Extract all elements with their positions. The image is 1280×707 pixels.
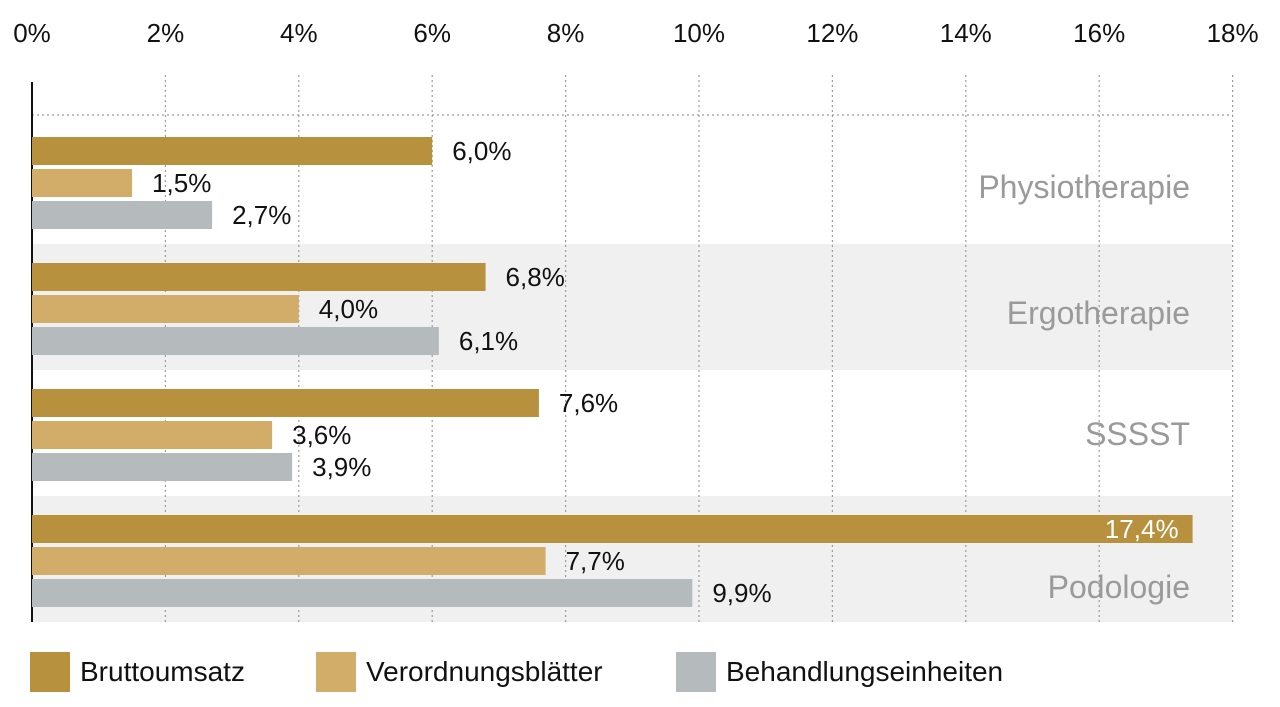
- data-label: 6,8%: [506, 262, 565, 292]
- bar: [32, 201, 213, 229]
- bar: [32, 295, 299, 323]
- data-label: 3,9%: [312, 452, 371, 482]
- bar: [32, 389, 539, 417]
- bar: [32, 515, 1193, 543]
- legend-item-verordnungsblaetter: Verordnungsblätter: [316, 652, 603, 692]
- legend-swatch: [30, 652, 70, 692]
- legend: Bruttoumsatz Verordnungsblätter Behandlu…: [30, 652, 1250, 692]
- bar-chart: 0% 2% 4% 6% 8% 10% 12% 14% 16% 18% 6,0% 1,5% 2,7% Phy…: [13, 18, 1259, 622]
- category-label: Ergotherapie: [1007, 295, 1190, 331]
- bar: [32, 263, 486, 291]
- category-label: SSSST: [1085, 416, 1190, 452]
- legend-swatch: [676, 652, 716, 692]
- data-label: 3,6%: [292, 420, 351, 450]
- data-label: 1,5%: [152, 168, 211, 198]
- data-label: 7,6%: [559, 388, 618, 418]
- data-label: 6,0%: [452, 136, 511, 166]
- x-tick-label: 12%: [806, 18, 858, 48]
- category-label: Physiotherapie: [978, 169, 1190, 205]
- legend-label: Verordnungsblätter: [366, 656, 603, 687]
- legend-swatch: [316, 652, 356, 692]
- bar: [32, 137, 433, 165]
- data-label: 6,1%: [459, 326, 518, 356]
- data-label: 7,7%: [566, 546, 625, 576]
- bar: [32, 169, 133, 197]
- legend-label: Behandlungseinheiten: [726, 656, 1004, 687]
- legend-label: Bruttoumsatz: [80, 656, 245, 687]
- legend-item-bruttoumsatz: Bruttoumsatz: [30, 652, 245, 692]
- x-tick-label: 10%: [673, 18, 725, 48]
- x-tick-label: 6%: [413, 18, 451, 48]
- x-tick-label: 2%: [147, 18, 185, 48]
- x-tick-label: 8%: [547, 18, 585, 48]
- x-tick-label: 4%: [280, 18, 318, 48]
- data-label: 17,4%: [1105, 514, 1179, 544]
- legend-item-behandlungseinheiten: Behandlungseinheiten: [676, 652, 1003, 692]
- bar: [32, 327, 439, 355]
- x-tick-label: 0%: [13, 18, 51, 48]
- bar: [32, 579, 693, 607]
- bar: [32, 453, 293, 481]
- data-label: 4,0%: [319, 294, 378, 324]
- data-label: 2,7%: [232, 200, 291, 230]
- x-tick-label: 14%: [940, 18, 992, 48]
- bar: [32, 421, 273, 449]
- category-label: Podologie: [1048, 569, 1190, 605]
- x-tick-label: 16%: [1073, 18, 1125, 48]
- data-label: 9,9%: [712, 578, 771, 608]
- bar: [32, 547, 546, 575]
- x-tick-label: 18%: [1207, 18, 1259, 48]
